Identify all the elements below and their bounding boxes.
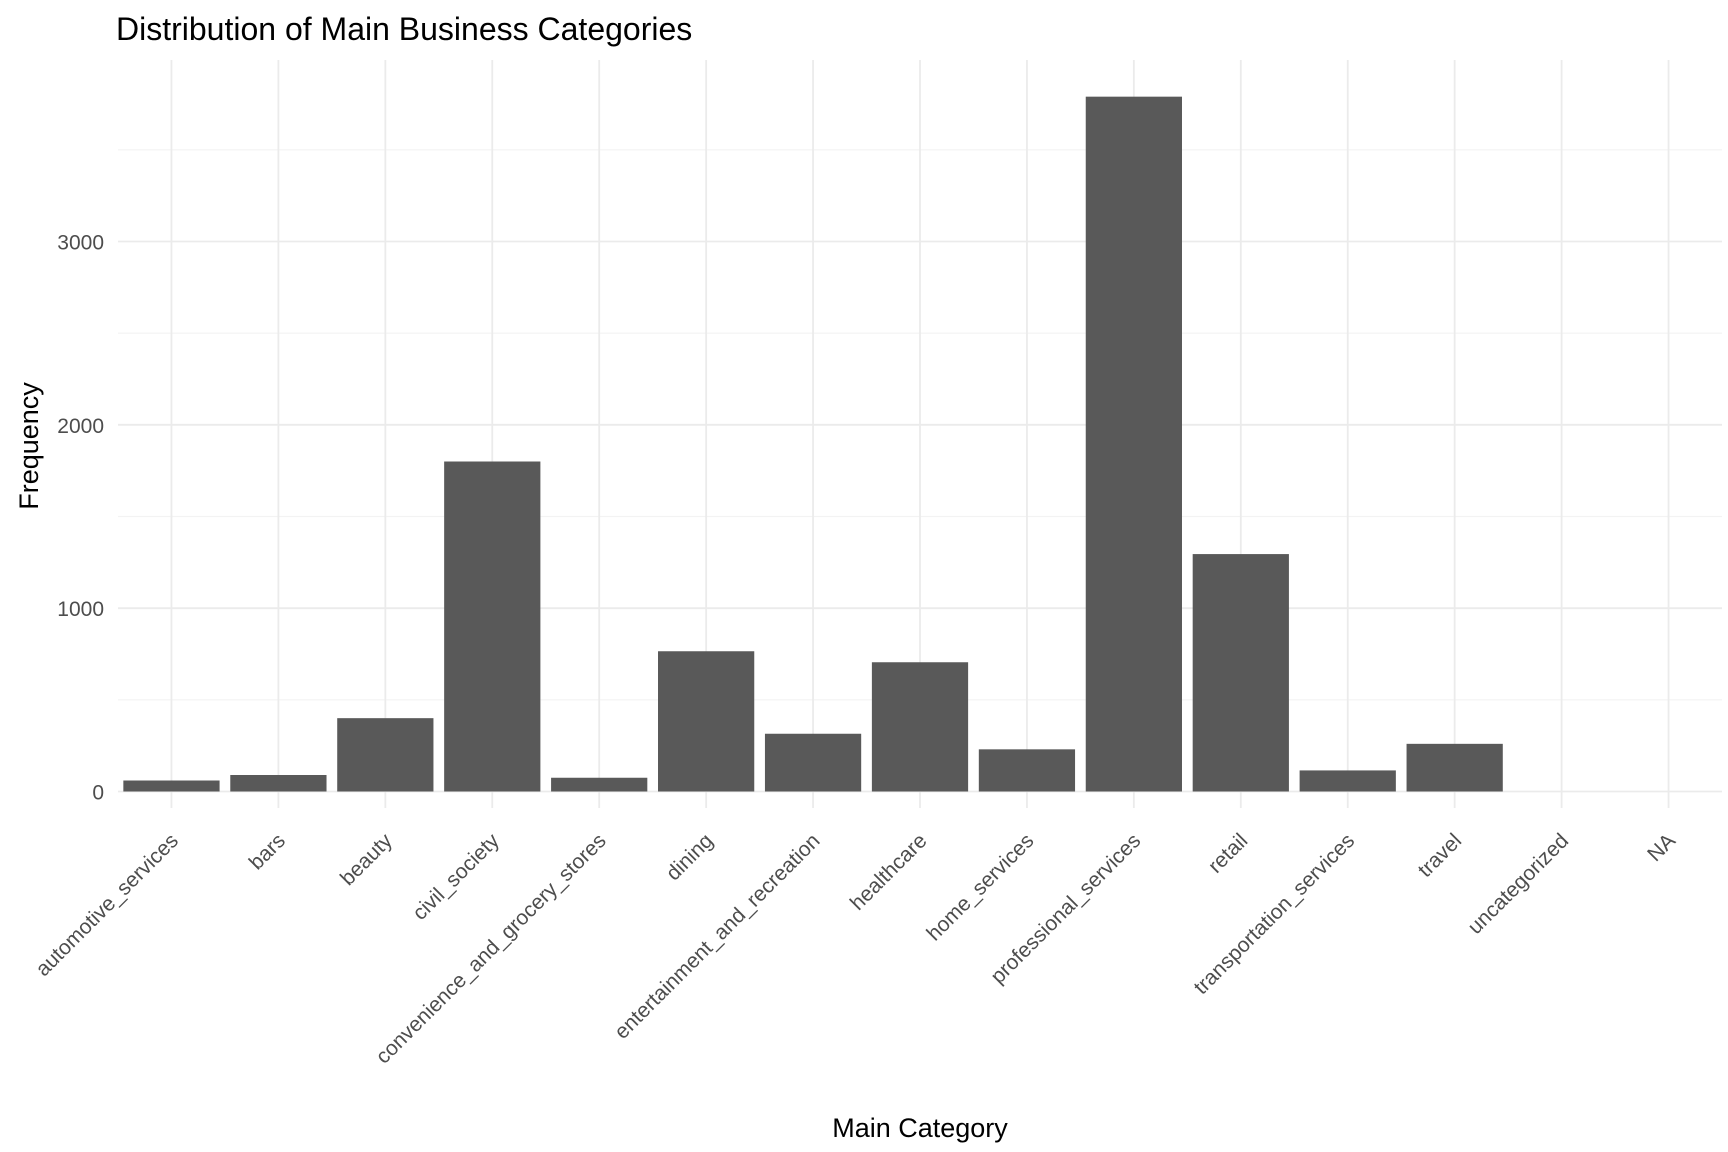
- y-axis-title: Frequency: [14, 382, 44, 510]
- bar-healthcare: [871, 662, 969, 792]
- bar-travel: [1406, 743, 1503, 792]
- y-tick-label: 3000: [57, 232, 104, 255]
- x-axis-title: Main Category: [832, 1113, 1008, 1143]
- bar-civil_society: [444, 461, 541, 792]
- bar-bars: [230, 775, 327, 792]
- y-axis-tick-labels: 0 1000 2000 3000: [57, 232, 104, 805]
- bar-home_services: [978, 749, 1076, 792]
- bar-professional_services: [1085, 96, 1182, 792]
- bar-entertainment_and_recreation: [764, 733, 862, 792]
- bar-convenience_and_grocery_stores: [551, 777, 648, 792]
- bar-dining: [658, 651, 755, 792]
- bar-transportation_services: [1299, 770, 1396, 792]
- y-tick-label: 2000: [57, 415, 104, 438]
- bars: [123, 96, 1503, 792]
- bar-retail: [1192, 554, 1289, 792]
- y-tick-label: 1000: [57, 598, 104, 621]
- y-tick-label: 0: [92, 782, 104, 805]
- bar-beauty: [337, 718, 434, 792]
- chart-title: Distribution of Main Business Categories: [116, 11, 692, 47]
- bar-automotive_services: [123, 780, 220, 792]
